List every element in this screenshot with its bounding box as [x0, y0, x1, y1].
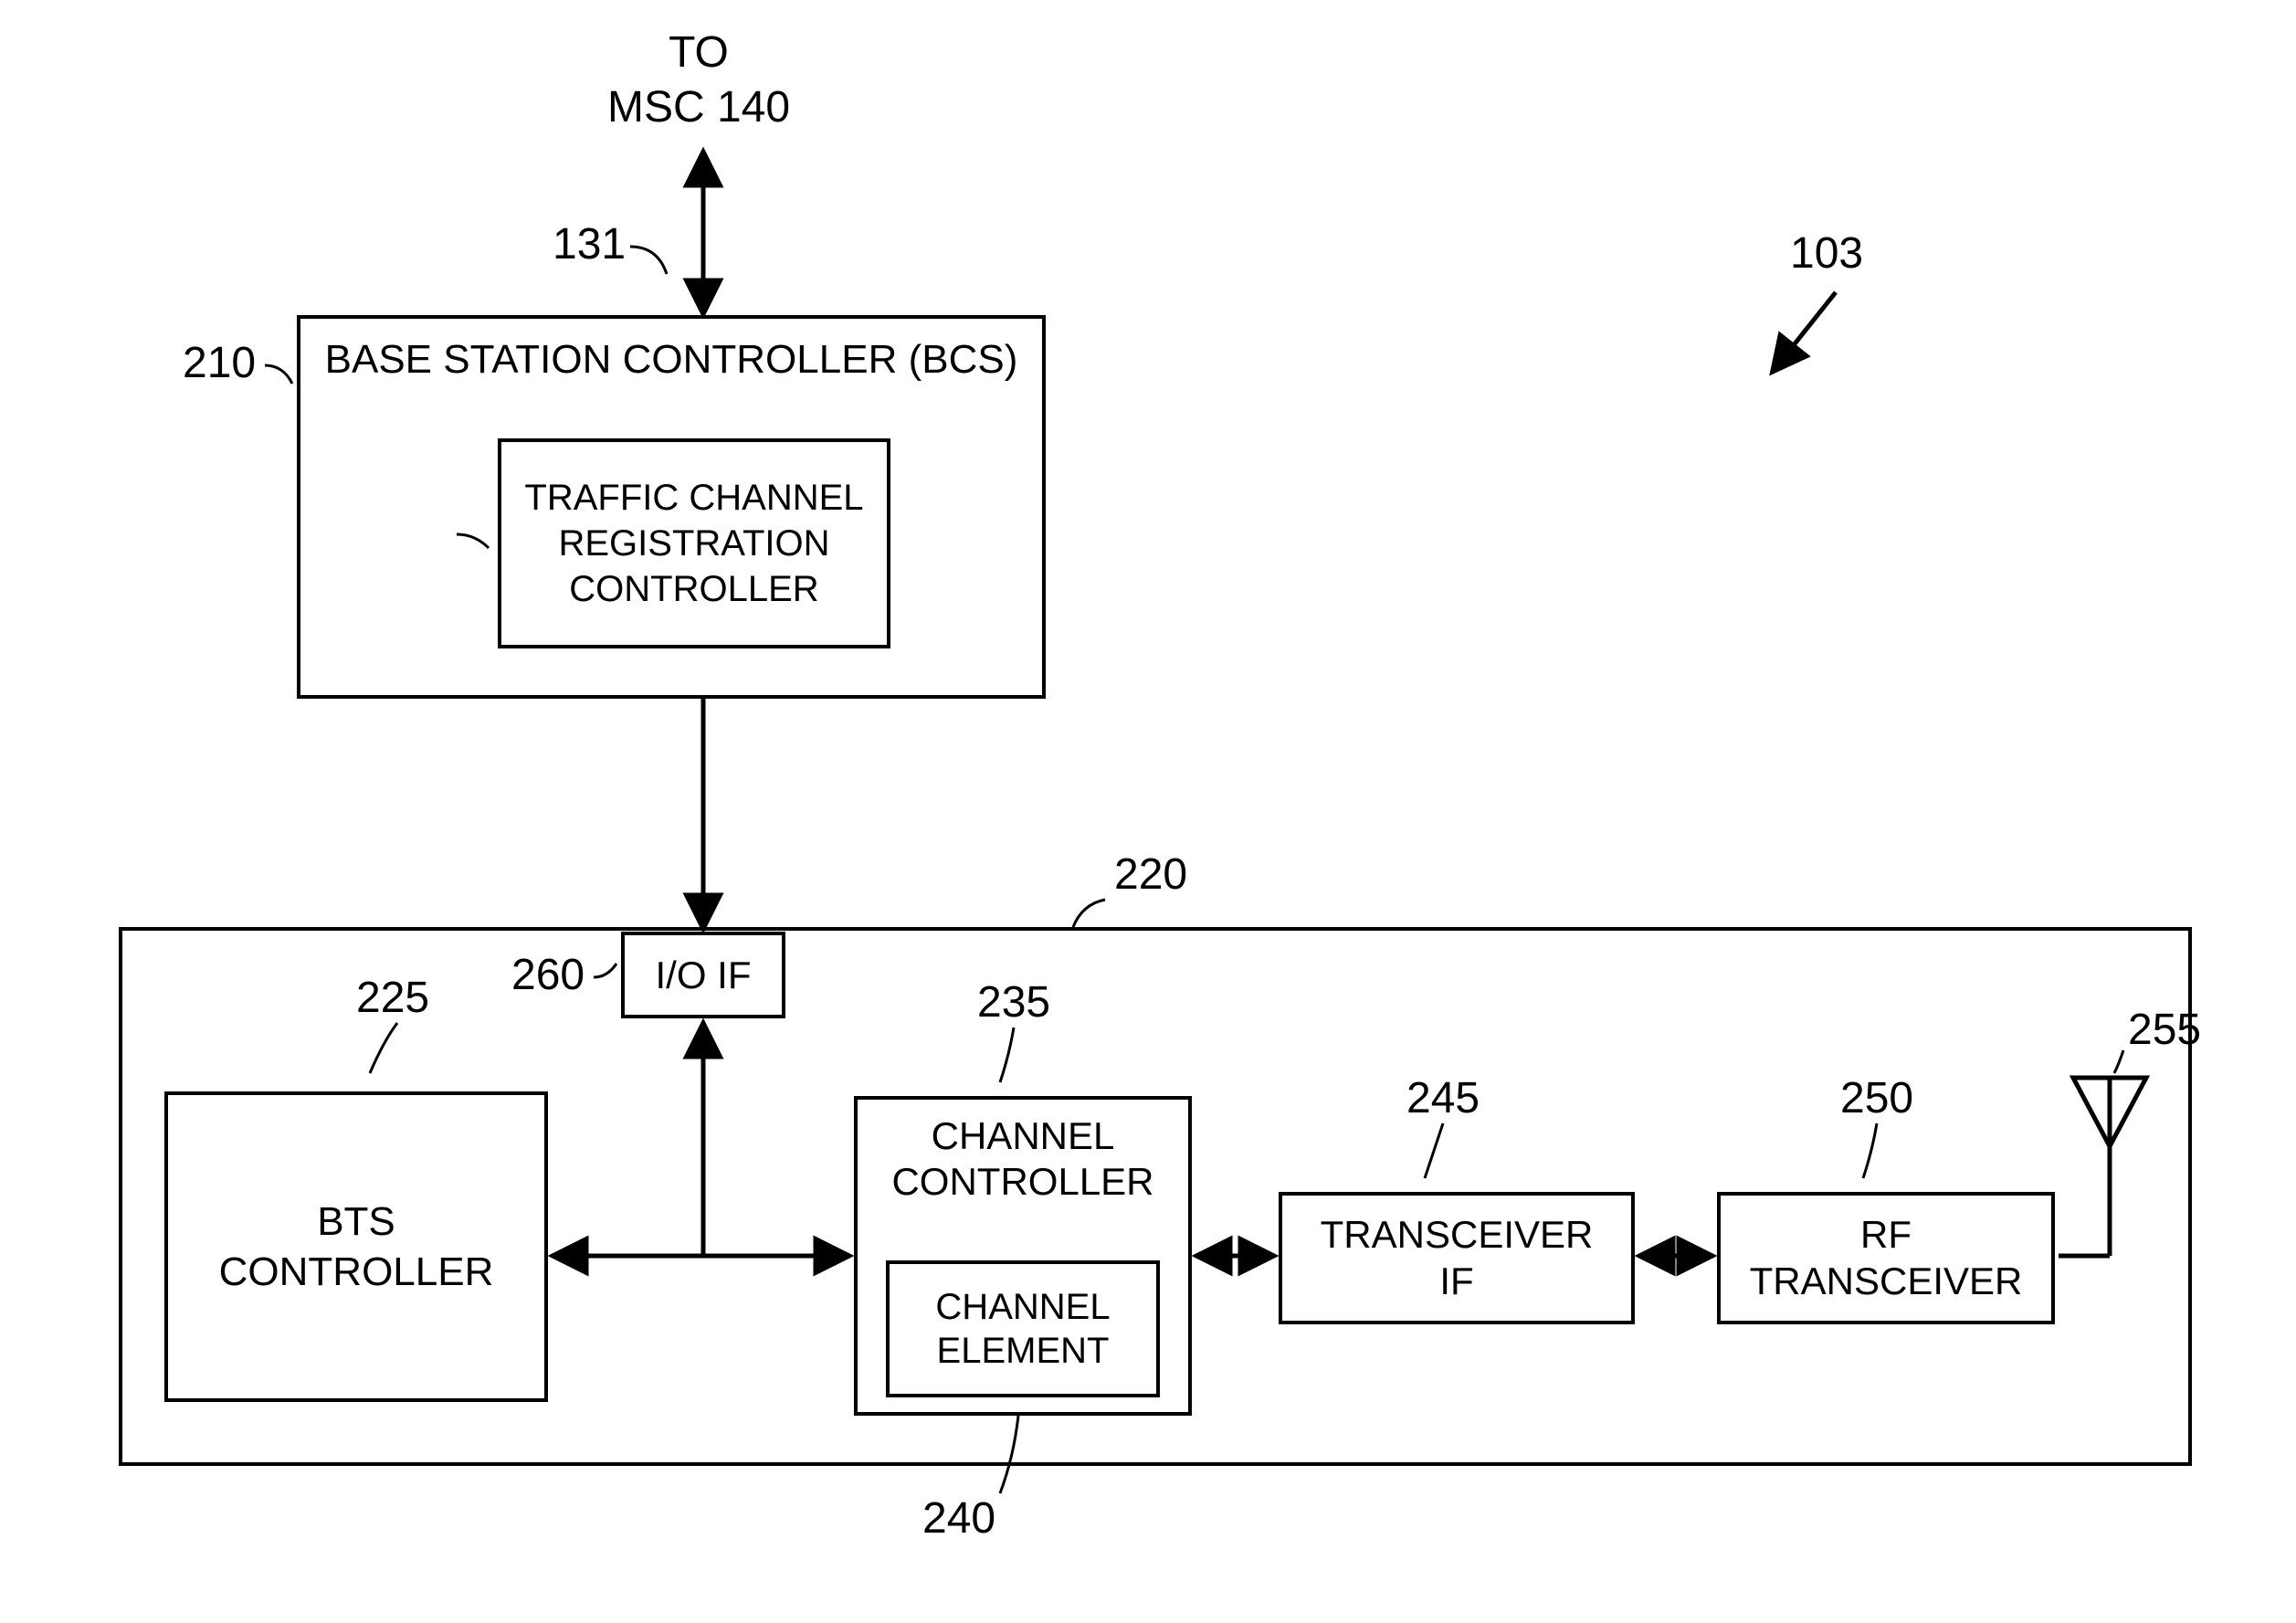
ioif-box: I/O IF	[621, 932, 785, 1018]
rf-xcvr-line1: RF	[1860, 1212, 1912, 1258]
xcvr-if-line2: IF	[1439, 1259, 1473, 1304]
top-label-line1: TO	[585, 27, 813, 78]
bts-ctrl-line2: CONTROLLER	[219, 1247, 494, 1297]
tcrc-line3: CONTROLLER	[569, 566, 818, 612]
tcrc-line1: TRAFFIC CHANNEL	[524, 475, 863, 521]
bcs-title: BASE STATION CONTROLLER (BCS)	[325, 337, 1018, 383]
tcrc-line2: REGISTRATION	[558, 521, 829, 566]
xcvr-if-line1: TRANSCEIVER	[1321, 1212, 1594, 1258]
ch-elem-line2: ELEMENT	[937, 1329, 1110, 1373]
ref-131: 131	[553, 219, 626, 269]
ch-elem-line1: CHANNEL	[935, 1285, 1110, 1329]
bts-controller-box: BTS CONTROLLER	[164, 1091, 548, 1402]
ioif-text: I/O IF	[656, 954, 752, 997]
ch-ctrl-line1: CHANNEL	[932, 1113, 1115, 1159]
channel-element-box: CHANNEL ELEMENT	[886, 1260, 1160, 1397]
rf-xcvr-line2: TRANSCEIVER	[1750, 1259, 2023, 1304]
rf-transceiver-box: RF TRANSCEIVER	[1717, 1192, 2055, 1324]
ch-ctrl-line2: CONTROLLER	[891, 1159, 1153, 1205]
ref-103: 103	[1790, 228, 1863, 279]
tcrc-box: TRAFFIC CHANNEL REGISTRATION CONTROLLER	[498, 438, 890, 648]
ref-220: 220	[1114, 849, 1187, 900]
bts-ctrl-line1: BTS	[317, 1196, 395, 1247]
ref-240: 240	[922, 1493, 995, 1544]
ref-210: 210	[183, 338, 256, 388]
top-label-line2: MSC 140	[585, 82, 813, 132]
transceiver-if-box: TRANSCEIVER IF	[1279, 1192, 1635, 1324]
diagram-canvas: TO MSC 140 131 210 270 103 220 260 225 2…	[0, 0, 2296, 1623]
